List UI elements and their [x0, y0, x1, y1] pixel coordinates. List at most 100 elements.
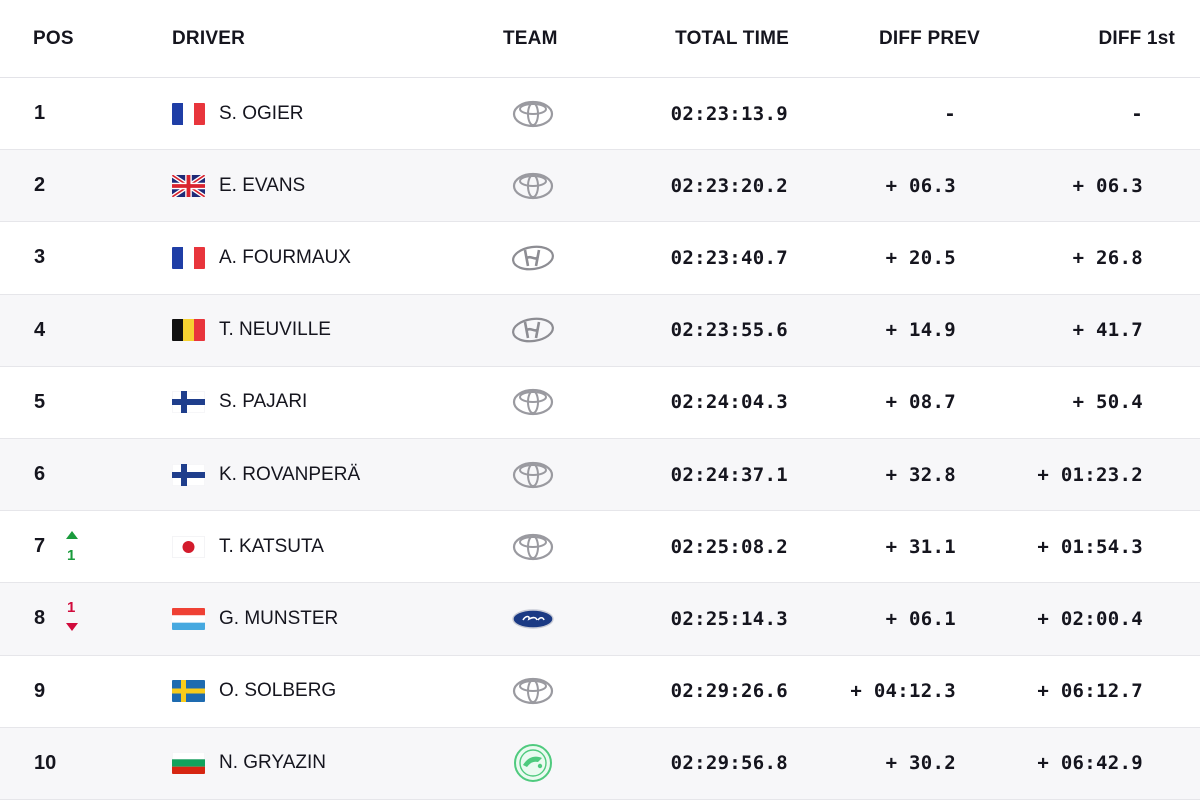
- diff-prev: + 20.5: [885, 246, 956, 269]
- cell-team: [488, 439, 578, 510]
- diff-1st: + 02:00.4: [1037, 607, 1143, 630]
- ford-logo-icon: [511, 608, 555, 630]
- cell-driver: S. PAJARI: [172, 367, 488, 438]
- driver-name[interactable]: S. OGIER: [219, 102, 304, 124]
- diff-prev: + 32.8: [885, 463, 956, 486]
- position-change-value: 1: [67, 599, 76, 617]
- diff-1st: + 50.4: [1072, 391, 1143, 414]
- table-row[interactable]: 8 1 G. MUNSTER 02:25:14.3 + 06.1 + 02:00.4: [0, 583, 1200, 656]
- position-number: 5: [34, 390, 46, 413]
- toyota-logo-icon: [512, 461, 554, 489]
- japan-flag-icon: [172, 535, 219, 558]
- position-number: 7: [34, 535, 46, 558]
- cell-pos: 9: [0, 656, 172, 727]
- total-time: 02:23:13.9: [670, 102, 788, 125]
- table-row[interactable]: 4 T. NEUVILLE 02:23:55.6 + 14.9 + 41.7: [0, 294, 1200, 367]
- position-number: 4: [34, 318, 46, 341]
- header-diff-prev[interactable]: DIFF PREV: [878, 27, 980, 49]
- table-row[interactable]: 9 O. SOLBERG 02:29:26.6 + 04:12.3 + 06:12.7: [0, 656, 1200, 728]
- table-row[interactable]: 5 S. PAJARI 02:24:04.3 + 08.7 + 50.4: [0, 367, 1200, 439]
- driver-name[interactable]: T. KATSUTA: [219, 535, 324, 557]
- table-row[interactable]: 7 1 T. KATSUTA 02:25:08.2 + 31.1 + 01:54.3: [0, 511, 1200, 584]
- table-row[interactable]: 2 E. EVANS 02:23:20.2 + 06.3 + 06.3: [0, 150, 1200, 223]
- cell-team: [488, 656, 578, 727]
- header-team[interactable]: TEAM: [503, 27, 558, 49]
- header-diff-1st[interactable]: DIFF 1st: [1098, 27, 1175, 49]
- table-body: 1 S. OGIER 02:23:13.9 - - 2 E. EVANS 02:23:20.2…: [0, 78, 1200, 800]
- diff-1st: -: [1131, 102, 1143, 125]
- toyota-logo-icon: [512, 677, 554, 705]
- cell-driver: E. EVANS: [172, 150, 488, 221]
- sweden-flag-icon: [172, 680, 219, 703]
- arrow-up-icon: [66, 531, 78, 540]
- cell-driver: K. ROVANPERÄ: [172, 439, 488, 510]
- luxembourg-flag-icon: [172, 607, 219, 630]
- belgium-flag-icon: [172, 319, 219, 342]
- diff-1st: + 26.8: [1072, 246, 1143, 269]
- diff-1st: + 01:23.2: [1037, 463, 1143, 486]
- position-number: 2: [34, 174, 46, 197]
- total-time: 02:25:08.2: [670, 535, 788, 558]
- diff-prev: + 31.1: [885, 535, 956, 558]
- driver-name[interactable]: S. PAJARI: [219, 391, 308, 413]
- cell-team: [488, 367, 578, 438]
- position-change-down: 1: [64, 583, 80, 654]
- header-total-time[interactable]: TOTAL TIME: [675, 27, 789, 49]
- diff-prev: + 30.2: [885, 752, 956, 775]
- cell-team: [488, 78, 578, 149]
- header-pos[interactable]: POS: [33, 27, 74, 49]
- driver-name[interactable]: N. GRYAZIN: [219, 752, 326, 774]
- cell-team: [488, 583, 578, 654]
- cell-pos: 1: [0, 78, 172, 149]
- toyota-logo-icon: [512, 388, 554, 416]
- cell-team: [488, 728, 578, 799]
- diff-1st: + 06:42.9: [1037, 752, 1143, 775]
- cell-pos: 10: [0, 728, 172, 799]
- position-number: 6: [34, 463, 46, 486]
- cell-driver: A. FOURMAUX: [172, 222, 488, 293]
- table-row[interactable]: 3 A. FOURMAUX 02:23:40.7 + 20.5 + 26.8: [0, 222, 1200, 295]
- diff-prev: -: [944, 102, 956, 125]
- driver-name[interactable]: A. FOURMAUX: [219, 246, 351, 268]
- total-time: 02:25:14.3: [670, 607, 788, 630]
- cell-driver: T. NEUVILLE: [172, 295, 488, 366]
- cell-pos: 5: [0, 367, 172, 438]
- cell-team: [488, 222, 578, 293]
- position-number: 9: [34, 679, 46, 702]
- cell-driver: O. SOLBERG: [172, 656, 488, 727]
- cell-pos: 2: [0, 150, 172, 221]
- finland-flag-icon: [172, 463, 219, 486]
- diff-prev: + 04:12.3: [850, 680, 956, 703]
- total-time: 02:23:40.7: [670, 246, 788, 269]
- cell-team: [488, 295, 578, 366]
- cell-driver: S. OGIER: [172, 78, 488, 149]
- table-header: POS DRIVER TEAM TOTAL TIME DIFF PREV DIF…: [0, 0, 1200, 78]
- table-row[interactable]: 1 S. OGIER 02:23:13.9 - -: [0, 78, 1200, 151]
- driver-name[interactable]: T. NEUVILLE: [219, 319, 331, 341]
- arrow-down-icon: [66, 623, 78, 632]
- total-time: 02:23:55.6: [670, 319, 788, 342]
- france-flag-icon: [172, 246, 219, 269]
- driver-name[interactable]: G. MUNSTER: [219, 607, 339, 629]
- position-number: 8: [34, 607, 46, 630]
- total-time: 02:29:56.8: [670, 752, 788, 775]
- hyundai-logo-icon: [511, 245, 555, 271]
- diff-1st: + 41.7: [1072, 319, 1143, 342]
- driver-name[interactable]: O. SOLBERG: [219, 680, 337, 702]
- table-row[interactable]: 10 N. GRYAZIN 02:29:56.8 + 30.2 + 06:42.9: [0, 727, 1200, 800]
- cell-driver: N. GRYAZIN: [172, 728, 488, 799]
- header-driver[interactable]: DRIVER: [172, 27, 245, 49]
- diff-1st: + 06.3: [1072, 174, 1143, 197]
- toyota-logo-icon: [512, 172, 554, 200]
- table-row[interactable]: 6 K. ROVANPERÄ 02:24:37.1 + 32.8 + 01:23.2: [0, 438, 1200, 512]
- diff-prev: + 08.7: [885, 391, 956, 414]
- total-time: 02:29:26.6: [670, 680, 788, 703]
- cell-pos: 3: [0, 222, 172, 293]
- driver-name[interactable]: K. ROVANPERÄ: [219, 463, 361, 485]
- position-number: 10: [34, 751, 57, 774]
- driver-name[interactable]: E. EVANS: [219, 174, 306, 196]
- cell-driver: T. KATSUTA: [172, 511, 488, 582]
- diff-prev: + 06.1: [885, 607, 956, 630]
